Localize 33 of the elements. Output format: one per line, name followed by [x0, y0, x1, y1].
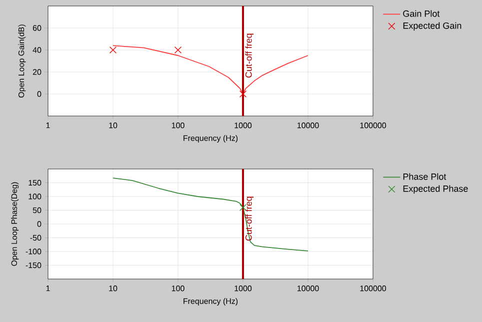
- x-tick-label: 10000: [297, 286, 319, 292]
- x-tick-label: 100000: [360, 286, 386, 292]
- ref-line-label: Cut-off freq: [245, 34, 254, 78]
- y-tick-label: 60: [32, 25, 42, 31]
- x-axis-title: Frequency (Hz): [184, 135, 238, 143]
- y-tick-label: -150: [26, 262, 42, 268]
- ref-line-label: Cut-off freq: [245, 196, 254, 241]
- y-axis-title: Open Loop Phase(Deg): [11, 182, 19, 266]
- y-tick-label: 150: [28, 180, 42, 186]
- y-tick-label: -100: [26, 248, 42, 254]
- legend-label: Expected Gain: [403, 22, 462, 31]
- x-tick-label: 10: [109, 286, 118, 292]
- legend-label: Phase Plot: [403, 173, 446, 180]
- x-axis-title: Frequency (Hz): [184, 298, 238, 306]
- y-tick-label: 0: [37, 91, 42, 97]
- x-tick-label: 100: [172, 286, 184, 292]
- x-tick-label: 100000: [360, 122, 386, 128]
- y-tick-label: 50: [32, 207, 42, 214]
- legend-label: Expected Phase: [403, 185, 468, 194]
- x-tick-label: 1000: [234, 122, 252, 128]
- y-tick-label: 100: [28, 194, 42, 200]
- y-tick-label: -50: [30, 234, 42, 241]
- y-tick-label: 40: [32, 47, 42, 53]
- x-tick-label: 10000: [297, 122, 319, 128]
- x-tick-label: 10: [109, 122, 118, 128]
- x-tick-label: 1: [46, 286, 50, 292]
- x-tick-label: 1000: [234, 286, 252, 292]
- y-tick-label: 20: [32, 69, 42, 75]
- x-tick-label: 100: [172, 122, 184, 128]
- y-tick-label: 0: [37, 221, 42, 227]
- legend-label: Gain Plot: [403, 10, 440, 17]
- x-tick-label: 1: [46, 122, 50, 128]
- y-axis-title: Open Loop Gain(dB): [18, 24, 26, 98]
